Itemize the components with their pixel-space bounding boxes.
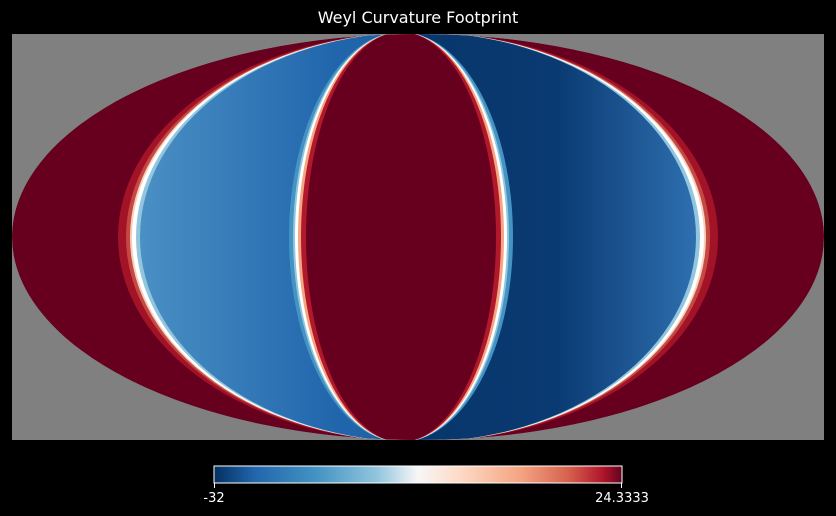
colorbar (213, 465, 623, 488)
colorbar-fill (213, 465, 623, 484)
chart-title: Weyl Curvature Footprint (317, 8, 519, 27)
sky-map (12, 34, 824, 440)
center-red-region (306, 34, 496, 440)
colorbar-min-label: -32 (203, 491, 225, 506)
colorbar-max-label: 24.3333 (595, 491, 649, 506)
